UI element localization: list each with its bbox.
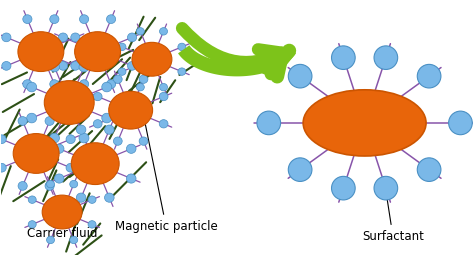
- Ellipse shape: [139, 137, 148, 145]
- Ellipse shape: [23, 15, 32, 24]
- Ellipse shape: [128, 61, 137, 70]
- Ellipse shape: [109, 91, 153, 129]
- Ellipse shape: [28, 196, 36, 203]
- Ellipse shape: [44, 81, 94, 124]
- Ellipse shape: [417, 158, 441, 182]
- Ellipse shape: [80, 80, 89, 89]
- Ellipse shape: [128, 33, 137, 42]
- Ellipse shape: [71, 143, 119, 185]
- Ellipse shape: [49, 62, 59, 72]
- Ellipse shape: [74, 32, 120, 71]
- Ellipse shape: [50, 80, 59, 89]
- Ellipse shape: [137, 83, 144, 91]
- Ellipse shape: [27, 113, 36, 123]
- Ellipse shape: [42, 195, 82, 229]
- Ellipse shape: [105, 193, 114, 202]
- Ellipse shape: [0, 135, 6, 144]
- Ellipse shape: [93, 120, 102, 128]
- Text: Carrier fluid: Carrier fluid: [27, 216, 97, 240]
- Ellipse shape: [45, 117, 54, 125]
- Ellipse shape: [50, 15, 59, 24]
- Ellipse shape: [27, 82, 36, 92]
- Ellipse shape: [88, 221, 96, 228]
- Ellipse shape: [93, 92, 102, 101]
- Ellipse shape: [71, 33, 80, 42]
- Ellipse shape: [159, 120, 168, 128]
- Ellipse shape: [160, 28, 167, 35]
- Ellipse shape: [76, 125, 86, 134]
- Ellipse shape: [55, 174, 64, 183]
- Ellipse shape: [417, 64, 441, 88]
- Text: Surfactant: Surfactant: [362, 177, 424, 243]
- Ellipse shape: [70, 180, 78, 188]
- Ellipse shape: [58, 33, 68, 42]
- Ellipse shape: [45, 182, 54, 190]
- Ellipse shape: [102, 82, 112, 92]
- Ellipse shape: [23, 80, 32, 89]
- Ellipse shape: [80, 15, 89, 24]
- FancyArrowPatch shape: [182, 28, 282, 74]
- Ellipse shape: [118, 43, 126, 51]
- Ellipse shape: [71, 61, 80, 70]
- Ellipse shape: [107, 80, 116, 89]
- Ellipse shape: [160, 83, 167, 91]
- Ellipse shape: [58, 61, 68, 70]
- Ellipse shape: [13, 134, 59, 173]
- Ellipse shape: [66, 163, 75, 172]
- Ellipse shape: [331, 46, 355, 69]
- Ellipse shape: [102, 113, 112, 123]
- Ellipse shape: [137, 28, 144, 35]
- Ellipse shape: [139, 75, 148, 83]
- Ellipse shape: [118, 68, 126, 75]
- Ellipse shape: [127, 144, 136, 153]
- Ellipse shape: [303, 90, 426, 156]
- Ellipse shape: [132, 42, 172, 76]
- Ellipse shape: [18, 32, 64, 71]
- Text: Magnetic particle: Magnetic particle: [115, 114, 218, 233]
- Ellipse shape: [46, 236, 55, 244]
- Ellipse shape: [178, 43, 186, 51]
- Ellipse shape: [70, 236, 78, 244]
- Ellipse shape: [76, 193, 86, 202]
- Ellipse shape: [79, 133, 89, 143]
- Ellipse shape: [28, 221, 36, 228]
- Ellipse shape: [288, 158, 312, 182]
- Ellipse shape: [55, 144, 64, 153]
- Ellipse shape: [178, 68, 186, 75]
- Ellipse shape: [49, 133, 59, 143]
- Ellipse shape: [105, 125, 114, 134]
- Ellipse shape: [88, 196, 96, 203]
- Ellipse shape: [0, 163, 6, 172]
- Ellipse shape: [46, 180, 55, 188]
- Ellipse shape: [2, 61, 11, 70]
- Ellipse shape: [288, 64, 312, 88]
- Ellipse shape: [127, 174, 136, 183]
- Ellipse shape: [374, 176, 398, 200]
- Ellipse shape: [159, 92, 168, 101]
- Ellipse shape: [107, 15, 116, 24]
- Ellipse shape: [18, 117, 27, 125]
- Ellipse shape: [2, 33, 11, 42]
- Ellipse shape: [18, 182, 27, 190]
- Ellipse shape: [331, 176, 355, 200]
- Ellipse shape: [113, 137, 122, 145]
- Ellipse shape: [113, 75, 122, 83]
- Ellipse shape: [374, 46, 398, 69]
- Ellipse shape: [79, 62, 89, 72]
- Ellipse shape: [66, 135, 75, 144]
- Ellipse shape: [448, 111, 472, 135]
- Ellipse shape: [257, 111, 281, 135]
